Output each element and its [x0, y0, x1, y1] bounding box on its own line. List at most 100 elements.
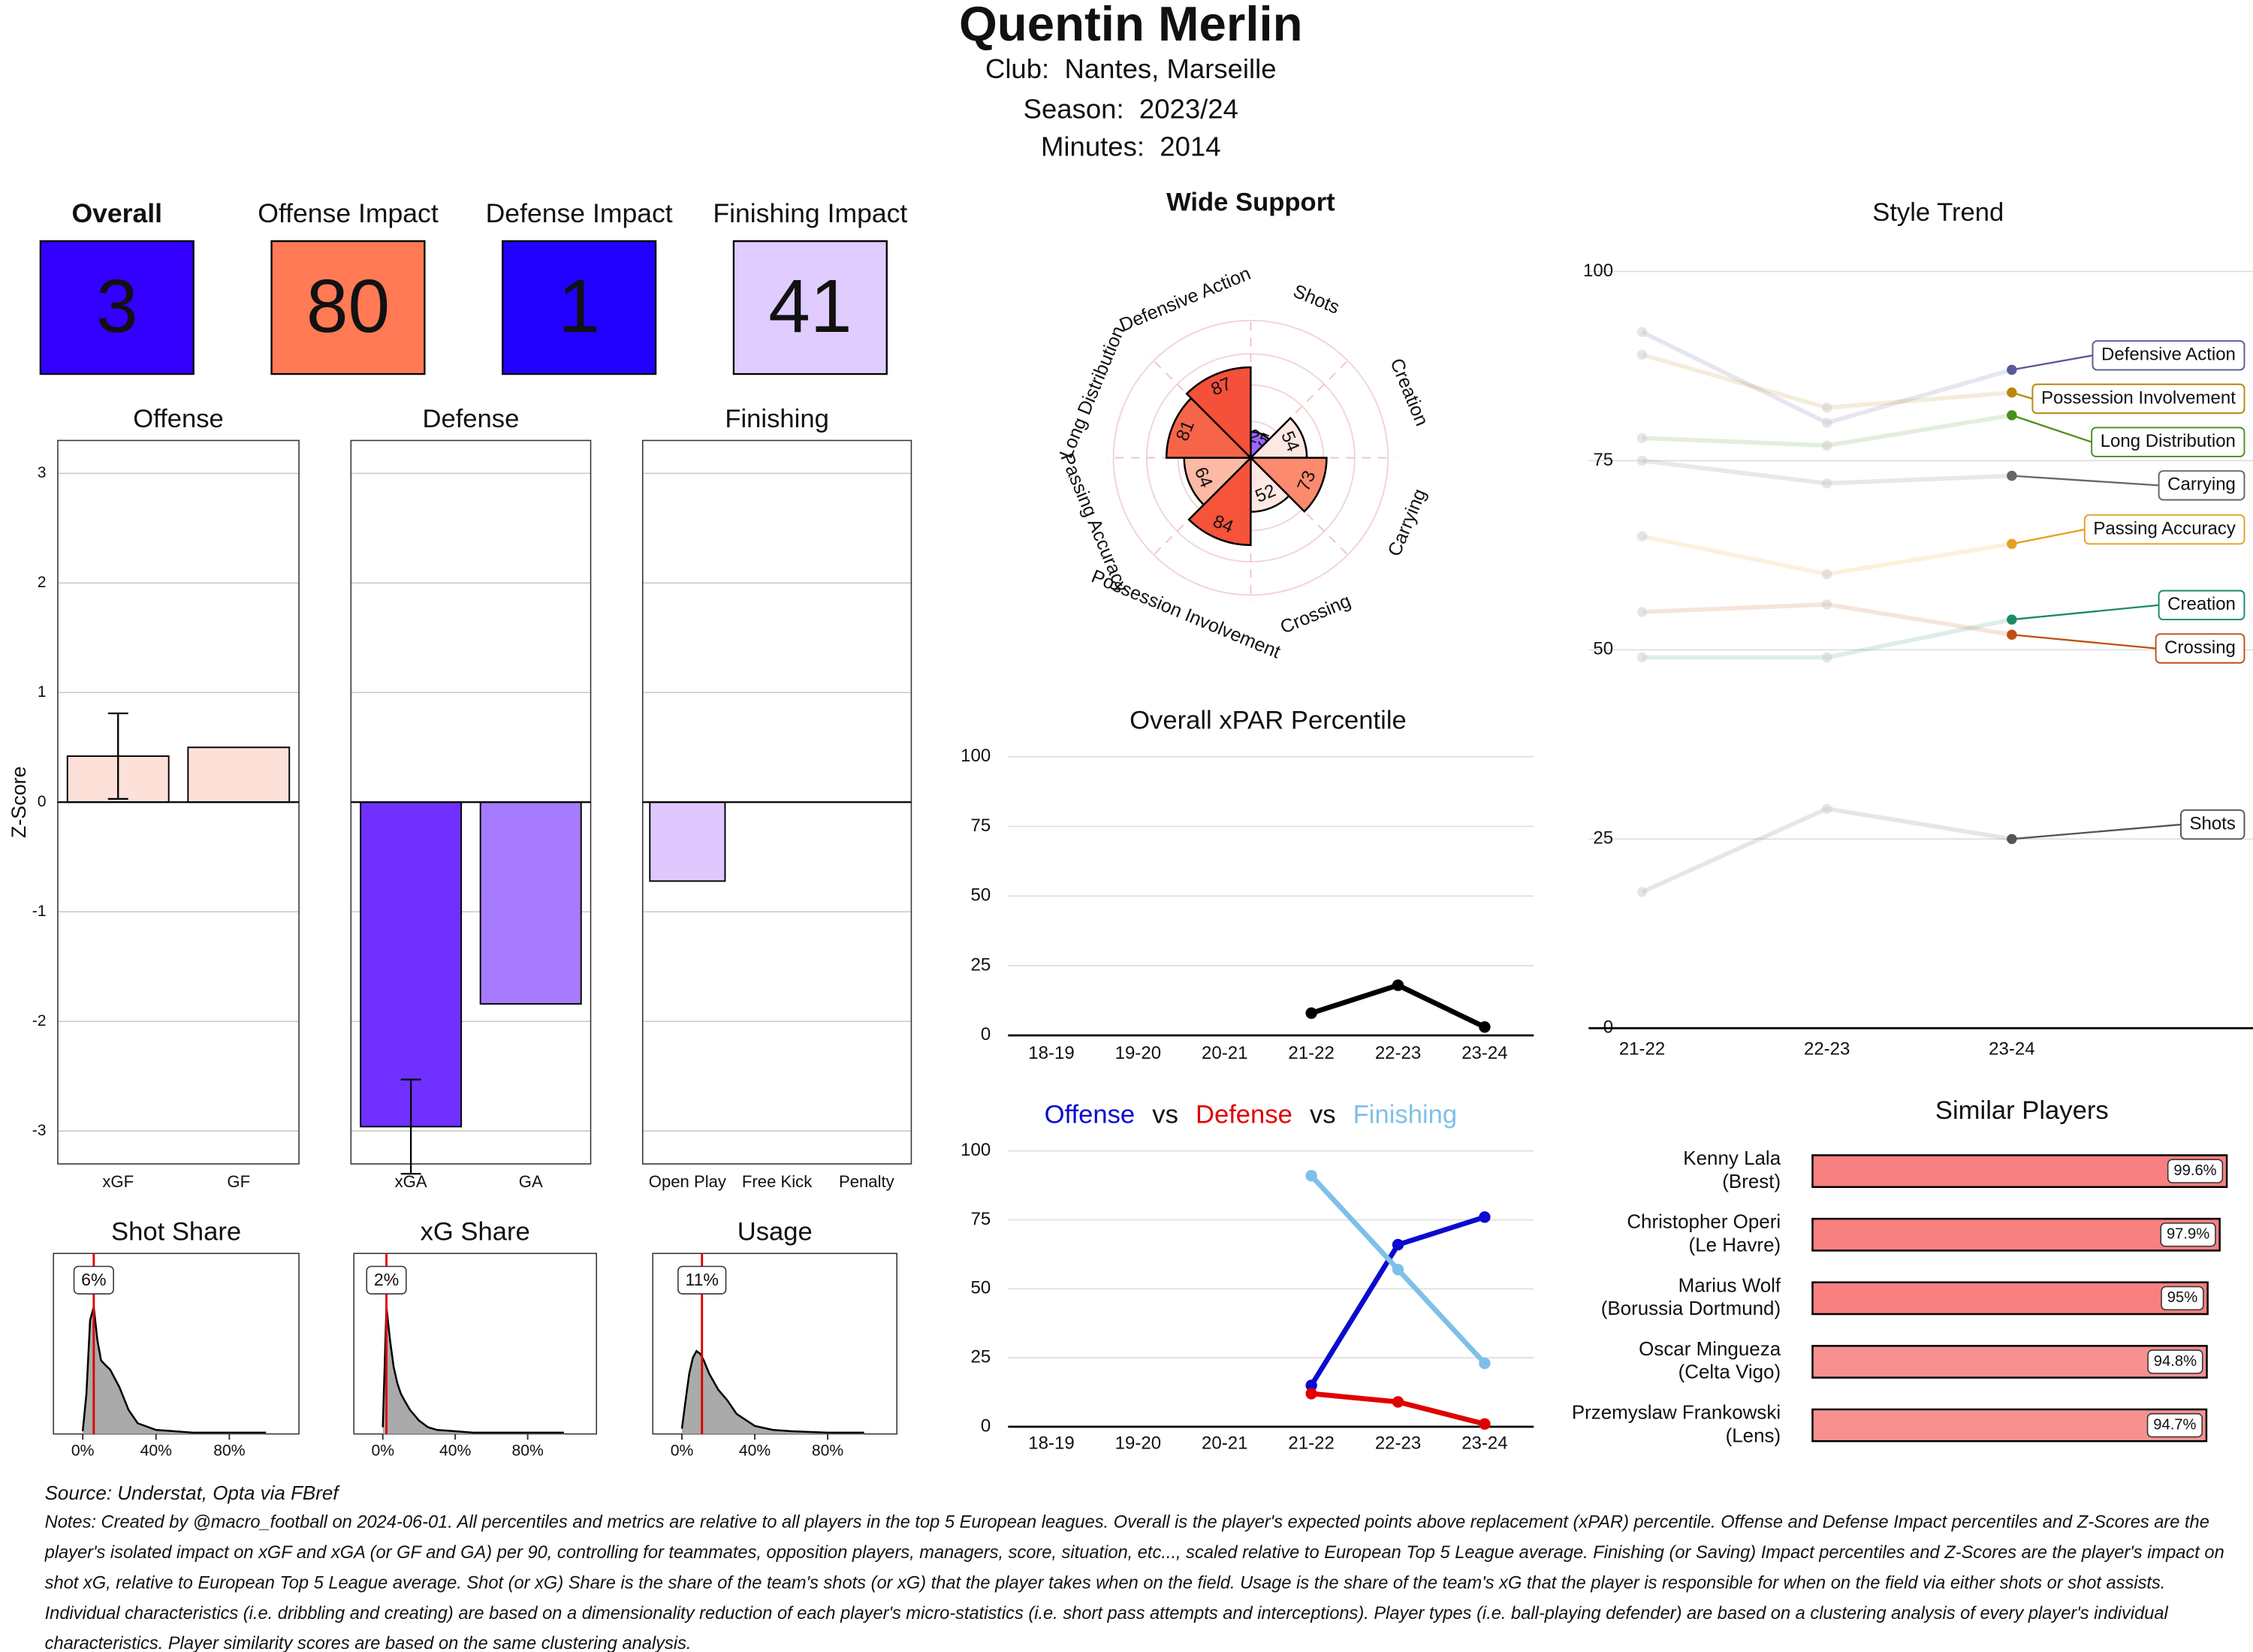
end-label: Long Distribution — [2101, 431, 2236, 451]
value-label-group: 94.7% — [2146, 1412, 2203, 1438]
polar-category-label: Long Distribution — [1056, 323, 1130, 461]
x-tick-label: 21-22 — [1619, 1039, 1665, 1059]
marker-label: 2% — [374, 1270, 399, 1289]
x-tick-label: xGF — [102, 1172, 134, 1191]
x-tick-label: 0% — [71, 1442, 95, 1459]
y-tick-label: 75 — [971, 1209, 991, 1229]
player-name: Quentin Merlin — [959, 0, 1303, 51]
player-club: (Lens) — [1726, 1424, 1781, 1446]
polar-category-label: Defensive Action — [1117, 263, 1254, 336]
x-tick-label: 22-23 — [1804, 1039, 1850, 1059]
legend-title: Offense vs Defense vs Finishing — [1045, 1101, 1458, 1129]
value-label-group: 97.9% — [2160, 1222, 2216, 1247]
end-label: Crossing — [2164, 638, 2236, 658]
value-label: 95% — [2167, 1289, 2197, 1306]
series-point — [1479, 1357, 1491, 1370]
y-tick-label: -3 — [32, 1122, 47, 1139]
end-label-group: Defensive Action — [2011, 340, 2245, 371]
series-point — [1821, 402, 1832, 413]
polar-wedge — [1185, 366, 1252, 460]
bar — [649, 801, 726, 882]
marker-label-group: 6% — [73, 1265, 114, 1295]
marker-label: 6% — [81, 1270, 106, 1289]
polar-wedge — [1248, 457, 1328, 513]
end-label: Carrying — [2167, 475, 2236, 495]
panel-title: Offense — [133, 405, 224, 433]
series-point — [1305, 1379, 1317, 1391]
end-label-connector — [2011, 391, 2033, 400]
series-point — [1305, 1007, 1317, 1019]
series-point — [1305, 1170, 1317, 1182]
similarity-bar — [1811, 1217, 2221, 1252]
x-tick-label: 18-19 — [1028, 1433, 1074, 1453]
series-point — [1821, 599, 1832, 610]
x-tick-label: 22-23 — [1375, 1433, 1421, 1453]
player-name: Oscar Mingueza — [1639, 1337, 1781, 1360]
series-point — [1636, 455, 1648, 466]
panel-title: Overall xPAR Percentile — [1130, 707, 1407, 735]
marker-label-box — [366, 1265, 407, 1295]
polar-wedge — [1165, 396, 1253, 459]
legend-entry: Offense — [1045, 1101, 1136, 1129]
end-label-connector — [2011, 634, 2156, 650]
polar-category-label: Shots — [1290, 281, 1343, 318]
x-tick-label: 80% — [812, 1442, 844, 1459]
marker-label-box — [73, 1265, 114, 1295]
end-label-connector — [2011, 414, 2092, 443]
polar-wedge — [1187, 455, 1252, 547]
y-tick-label: 50 — [971, 885, 991, 906]
end-label-group: Shots — [2011, 809, 2245, 840]
series-point — [1821, 478, 1832, 489]
end-label-group: Crossing — [2011, 633, 2245, 664]
series-point — [1821, 568, 1832, 580]
x-tick-label: 0% — [371, 1442, 394, 1459]
end-label-connector — [2011, 823, 2182, 840]
x-tick-label: 19-20 — [1115, 1043, 1161, 1063]
kpi-value: 1 — [558, 264, 600, 348]
value-label-box — [2167, 1159, 2224, 1183]
x-tick-label: 40% — [140, 1442, 173, 1459]
density-fill — [682, 1351, 864, 1434]
x-tick-label: 23-24 — [1989, 1039, 2034, 1059]
x-tick-label: Free Kick — [742, 1172, 813, 1191]
series-point — [1636, 887, 1648, 897]
density-fill — [83, 1307, 267, 1434]
series-point — [1821, 652, 1832, 663]
legend-separator: vs — [1310, 1101, 1336, 1129]
polar-wedge — [1183, 457, 1253, 507]
end-label-group: Passing Accuracy — [2011, 514, 2245, 545]
x-tick-label: 23-24 — [1461, 1433, 1507, 1453]
y-tick-label: 25 — [1593, 828, 1613, 849]
x-tick-label: 20-21 — [1202, 1433, 1247, 1453]
end-label-group: Creation — [2011, 589, 2245, 621]
source: Source: Understat, Opta via FBref — [45, 1482, 341, 1504]
marker-label-group: 11% — [677, 1265, 727, 1295]
y-tick-label: 25 — [971, 1347, 991, 1367]
x-tick-label: 21-22 — [1288, 1043, 1334, 1063]
end-label: Shots — [2190, 813, 2236, 834]
y-tick-label: -1 — [32, 903, 47, 920]
y-tick-label: 3 — [38, 464, 47, 481]
x-tick-label: 80% — [213, 1442, 246, 1459]
player-club: (Le Havre) — [1689, 1233, 1781, 1256]
player-name: Przemyslaw Frankowski — [1572, 1401, 1781, 1424]
panel-title: Usage — [737, 1217, 813, 1246]
player-name: Marius Wolf — [1678, 1274, 1781, 1296]
kpi-label: Finishing Impact — [713, 198, 907, 228]
end-label-connector — [2011, 475, 2159, 487]
end-label: Defensive Action — [2101, 345, 2236, 365]
value-label: 99.6% — [2173, 1162, 2216, 1179]
y-tick-label: 0 — [981, 1024, 991, 1045]
series-point — [1479, 1211, 1491, 1223]
y-tick-label: 75 — [971, 815, 991, 836]
series-point — [1636, 327, 1648, 337]
series-point — [1392, 1238, 1404, 1251]
kpi-tile — [270, 240, 426, 375]
series-line — [1641, 534, 2013, 577]
legend-entry: Finishing — [1353, 1101, 1458, 1129]
bar — [187, 746, 291, 803]
x-tick-label: xGA — [395, 1172, 427, 1191]
kpi-label: Overall — [71, 198, 162, 228]
